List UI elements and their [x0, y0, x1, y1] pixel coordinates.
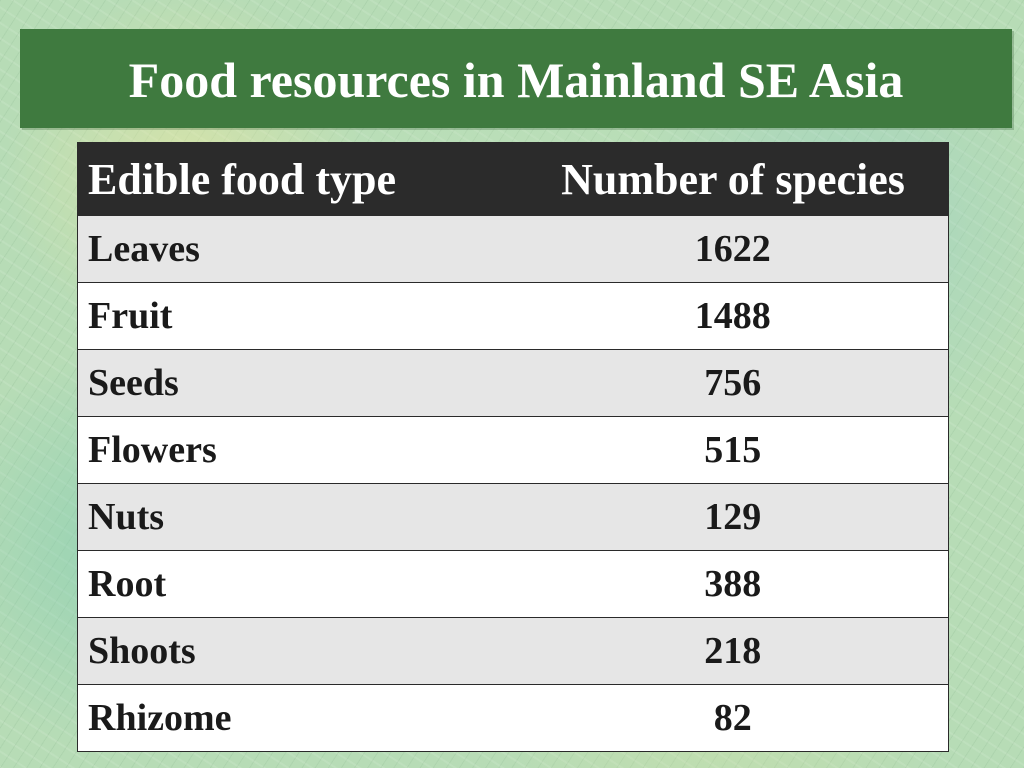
table-row: Root 388 [77, 550, 949, 618]
table-row: Fruit 1488 [77, 282, 949, 350]
food-type-cell: Fruit [77, 282, 518, 350]
slide-title-bar: Food resources in Mainland SE Asia [20, 29, 1012, 128]
table-row: Seeds 756 [77, 349, 949, 417]
species-count-cell: 388 [517, 550, 949, 618]
header-food-type: Edible food type [77, 142, 518, 216]
table-row: Rhizome 82 [77, 684, 949, 752]
food-type-cell: Rhizome [77, 684, 518, 752]
table-row: Flowers 515 [77, 416, 949, 484]
species-count-cell: 218 [517, 617, 949, 685]
table-row: Shoots 218 [77, 617, 949, 685]
table-header-row: Edible food type Number of species [77, 142, 949, 216]
table-row: Nuts 129 [77, 483, 949, 551]
slide-title: Food resources in Mainland SE Asia [128, 51, 904, 108]
species-count-cell: 82 [517, 684, 949, 752]
food-type-cell: Leaves [77, 215, 518, 283]
food-type-cell: Nuts [77, 483, 518, 551]
header-number-of-species: Number of species [517, 142, 949, 216]
species-count-cell: 1488 [517, 282, 949, 350]
food-type-cell: Seeds [77, 349, 518, 417]
food-type-cell: Root [77, 550, 518, 618]
species-count-cell: 129 [517, 483, 949, 551]
table-row: Leaves 1622 [77, 215, 949, 283]
food-species-table: Edible food type Number of species Leave… [77, 142, 949, 752]
species-count-cell: 756 [517, 349, 949, 417]
food-type-cell: Shoots [77, 617, 518, 685]
food-type-cell: Flowers [77, 416, 518, 484]
species-count-cell: 515 [517, 416, 949, 484]
species-count-cell: 1622 [517, 215, 949, 283]
